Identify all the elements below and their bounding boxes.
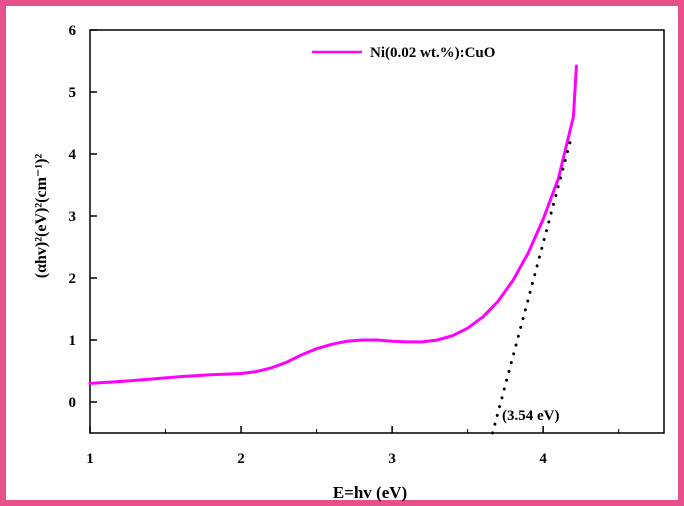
y-tick-label: 3 xyxy=(69,209,77,225)
y-tick-label: 4 xyxy=(69,147,77,163)
y-tick-label: 6 xyxy=(69,23,77,39)
plot-marks xyxy=(88,64,578,435)
band-gap-annotation: (3.54 eV) xyxy=(502,408,559,424)
y-axis-label: (αhv)²(eV)²(cm⁻¹)² xyxy=(33,154,50,279)
x-tick-label: 2 xyxy=(237,451,245,467)
x-axis: 1 2 3 4 xyxy=(86,426,620,467)
x-tick-label: 3 xyxy=(388,451,396,467)
x-tick-label: 1 xyxy=(86,451,94,467)
y-tick-label: 5 xyxy=(69,85,77,101)
series-line xyxy=(88,64,578,385)
x-tick-label: 4 xyxy=(539,451,547,467)
plot-area xyxy=(89,29,665,434)
y-tick-label: 1 xyxy=(69,333,77,349)
legend-label: Ni(0.02 wt.%):CuO xyxy=(370,45,495,61)
y-tick-label: 2 xyxy=(69,271,77,287)
tauc-fit-line xyxy=(491,133,574,435)
y-tick-label: 0 xyxy=(69,395,77,411)
legend: Ni(0.02 wt.%):CuO xyxy=(312,45,495,61)
x-axis-label: E=hv (eV) xyxy=(333,483,407,502)
y-axis: 0 1 2 3 4 5 6 xyxy=(69,23,97,411)
